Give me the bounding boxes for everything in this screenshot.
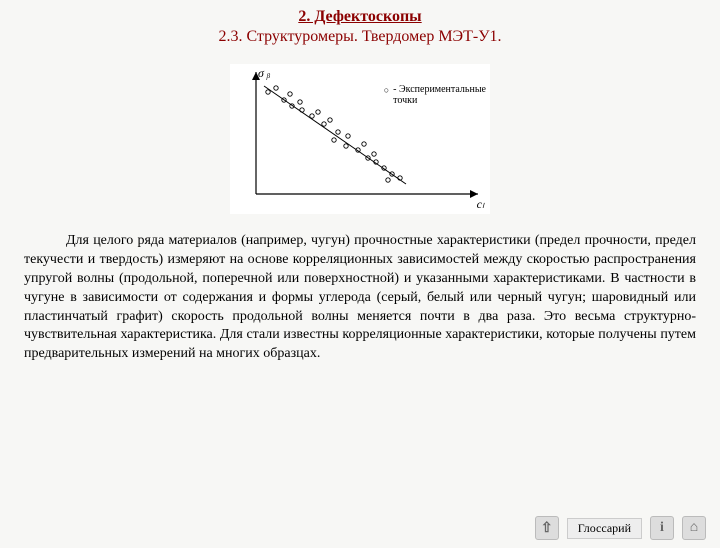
footer-nav: ⇧ Глоссарий i ⌂ (535, 516, 706, 540)
page-title: 2. Дефектоскопы (0, 8, 720, 26)
chart-legend: ○ - Экспериментальные точки (384, 84, 486, 106)
body-paragraph-text: Для целого ряда материалов (например, чу… (24, 233, 696, 361)
nav-up-icon[interactable]: ⇧ (535, 516, 559, 540)
page-subtitle: 2.3. Структуромеры. Твердомер МЭТ-У1. (0, 28, 720, 46)
legend-text-1: - Экспериментальные (393, 84, 486, 95)
info-icon[interactable]: i (650, 516, 674, 540)
body-paragraph: Для целого ряда материалов (например, чу… (0, 232, 720, 364)
legend-marker-icon: ○ (384, 84, 389, 95)
glossary-button[interactable]: Глоссарий (567, 518, 642, 539)
chart-x-label: cₗ (477, 197, 484, 212)
chart-y-label: σ ᵦ (258, 66, 270, 81)
legend-text-2: точки (393, 95, 417, 106)
scatter-chart: σ ᵦ cₗ ○ - Экспериментальные точки (230, 64, 490, 214)
home-icon[interactable]: ⌂ (682, 516, 706, 540)
